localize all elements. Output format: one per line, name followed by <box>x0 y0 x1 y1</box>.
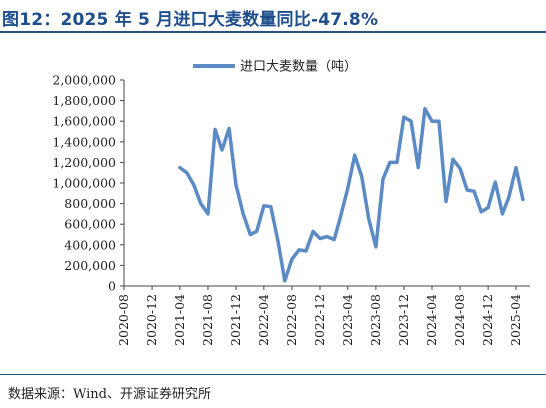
source-note-bar: 数据来源：Wind、开源证券研究所 <box>0 374 546 408</box>
figure-title: 图12：2025 年 5 月进口大麦数量同比-47.8% <box>2 10 379 30</box>
legend-label: 进口大麦数量（吨） <box>240 60 357 75</box>
x-tick-label: 2025-04 <box>508 294 523 346</box>
y-tick-label: 1,200,000 <box>52 155 116 170</box>
x-tick-label: 2021-08 <box>200 294 215 346</box>
x-tick-label: 2023-04 <box>340 294 355 346</box>
x-tick-label: 2024-08 <box>452 294 467 346</box>
y-tick-label: 1,000,000 <box>52 176 116 191</box>
y-tick-label: 1,800,000 <box>52 93 116 108</box>
y-tick-label: 0 <box>108 279 116 294</box>
y-tick-label: 200,000 <box>64 258 116 273</box>
x-tick-label: 2022-04 <box>256 294 271 346</box>
y-tick-label: 1,400,000 <box>52 134 116 149</box>
series-line <box>178 107 525 283</box>
x-tick-label: 2020-08 <box>116 294 131 346</box>
y-tick-label: 400,000 <box>64 237 116 252</box>
x-tick-label: 2021-04 <box>172 294 187 346</box>
x-tick-label: 2024-04 <box>424 294 439 346</box>
figure-title-bar: 图12：2025 年 5 月进口大麦数量同比-47.8% <box>0 0 546 33</box>
x-tick-label: 2023-08 <box>368 294 383 346</box>
x-tick-label: 2020-12 <box>144 294 159 346</box>
source-note: 数据来源：Wind、开源证券研究所 <box>8 387 211 402</box>
x-tick-label: 2022-08 <box>284 294 299 346</box>
y-tick-label: 1,600,000 <box>52 114 116 129</box>
y-tick-label: 2,000,000 <box>52 73 116 88</box>
x-tick-label: 2022-12 <box>312 294 327 346</box>
x-tick-label: 2024-12 <box>480 294 495 346</box>
x-tick-label: 2021-12 <box>228 294 243 346</box>
y-tick-label: 800,000 <box>64 196 116 211</box>
line-chart: 0 200,000 400,000 600,000 800,000 1,000,000 1,… <box>52 60 530 346</box>
y-tick-label: 600,000 <box>64 217 116 232</box>
x-tick-label: 2023-12 <box>396 294 411 346</box>
